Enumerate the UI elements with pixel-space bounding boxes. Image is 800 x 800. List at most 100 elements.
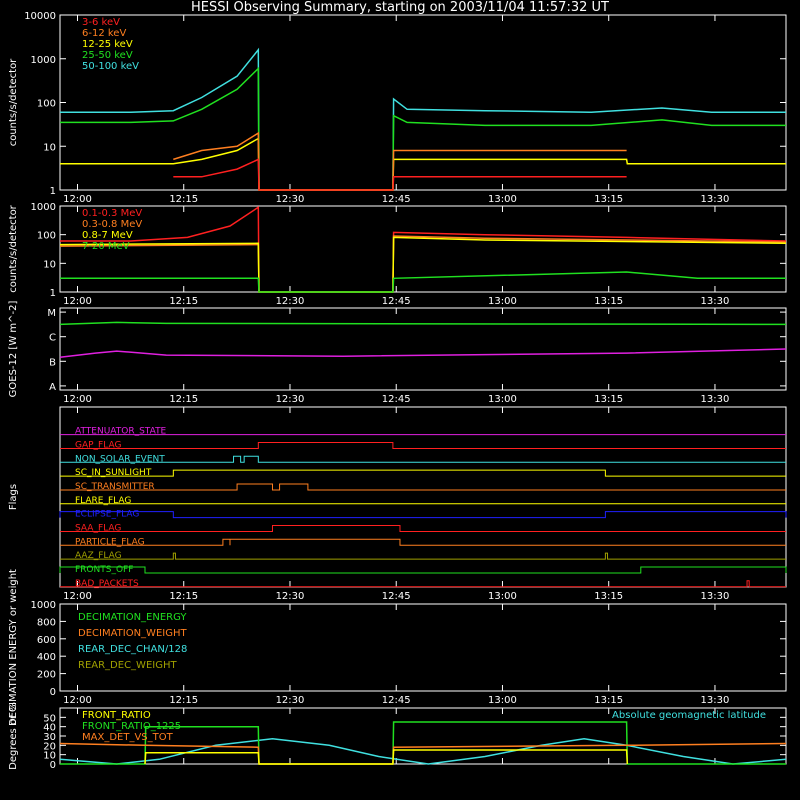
flag-line	[60, 580, 786, 588]
y-tick-label: 100	[37, 231, 56, 242]
legend-entry: 0.8-7 MeV	[82, 230, 133, 241]
x-tick-label: 13:30	[701, 394, 730, 405]
flag-line	[59, 511, 787, 519]
x-tick-label: 12:45	[382, 194, 411, 205]
flag-label: FRONTS_OFF	[75, 565, 133, 575]
series-line	[173, 131, 627, 191]
series-line	[59, 348, 787, 358]
y-tick-label: 10	[43, 751, 56, 762]
y-tick-label: 800	[37, 617, 56, 628]
series-line	[60, 66, 786, 191]
flag-line	[60, 552, 786, 560]
x-tick-label: 13:00	[488, 394, 517, 405]
y-tick-label: C	[49, 333, 56, 344]
y-tick-label: 1000	[31, 55, 56, 66]
y-tick-label: 10	[43, 142, 56, 153]
y-tick-label: 1	[50, 288, 56, 299]
panel-flags: 12:00 12:15 12:30 12:45 13:00 13:15 13:30 Flags…	[8, 406, 787, 602]
y-axis-label: counts/s/detector	[8, 58, 19, 146]
x-tick-label: 12:00	[63, 296, 92, 307]
y-tick-label: 600	[37, 635, 56, 646]
series-line	[59, 738, 787, 765]
y-tick-label: M	[47, 308, 56, 319]
y-tick-label: 30	[43, 732, 56, 743]
y-tick-label: 10000	[24, 11, 56, 22]
series-line	[60, 137, 786, 191]
series-line	[60, 205, 787, 293]
y-tick-label: A	[49, 382, 56, 393]
flag-line	[60, 524, 786, 532]
y-tick-label: 100	[37, 99, 56, 110]
y-axis-label: counts/s/detector	[8, 204, 19, 292]
x-tick-label: 13:30	[701, 296, 730, 307]
flag-label: NON_SOLAR_EVENT	[75, 454, 165, 464]
flag-label: FLARE_FLAG	[75, 496, 131, 506]
x-tick-label: 12:45	[382, 394, 411, 405]
y-tick-label: 0	[50, 760, 56, 771]
panel-goes: A B C M 12:00 12:15 12:30 12:45 13:00 13:15 13:30 G…	[8, 301, 787, 405]
x-tick-label: 13:00	[488, 194, 517, 205]
panel-highE: 1 10 100 1000 12:00 12:15 12:30 12:45 13:00 13:15…	[8, 202, 787, 307]
flag-label: ATTENUATOR_STATE	[75, 427, 167, 437]
x-tick-label: 12:00	[63, 591, 92, 602]
flag-line	[60, 538, 786, 546]
flag-label: BAD_PACKETS	[75, 579, 139, 589]
x-tick-label: 13:00	[488, 591, 517, 602]
x-tick-label: 13:30	[701, 695, 730, 706]
x-tick-label: 12:00	[63, 695, 92, 706]
y-axis-label: Flags	[8, 484, 19, 510]
x-tick-label: 12:15	[169, 194, 198, 205]
legend-entry: 12-25 keV	[82, 39, 133, 50]
legend-entry: 25-50 keV	[82, 50, 133, 61]
x-tick-label: 12:30	[276, 296, 305, 307]
legend-entry: REAR_DEC_CHAN/128	[78, 644, 187, 655]
panel-decim: 0 200 400 600 800 1000 12:00 12:15 12:30 12:45 13:…	[8, 569, 787, 726]
x-tick-label: 13:15	[594, 695, 623, 706]
legend-entry: 50-100 keV	[82, 61, 139, 72]
legend-entry: DECIMATION_ENERGY	[78, 612, 187, 623]
legend-entry: 3-6 keV	[82, 17, 120, 28]
flag-line	[60, 455, 786, 463]
flag-line	[60, 483, 786, 491]
panel-frame	[59, 307, 787, 391]
x-tick-label: 12:15	[169, 394, 198, 405]
x-tick-label: 13:15	[594, 394, 623, 405]
flag-label: ECLIPSE_FLAG	[75, 510, 139, 520]
flag-label: SAA_FLAG	[75, 523, 121, 533]
x-tick-label: 13:15	[594, 296, 623, 307]
legend-entry: 0.3-0.8 MeV	[82, 219, 142, 230]
flag-label: PARTICLE_FLAG	[75, 537, 145, 547]
x-tick-label: 12:30	[276, 695, 305, 706]
x-tick-label: 12:30	[276, 591, 305, 602]
x-tick-label: 12:30	[276, 394, 305, 405]
y-tick-label: 0	[50, 687, 56, 698]
x-tick-label: 13:15	[594, 194, 623, 205]
x-tick-label: 13:15	[594, 591, 623, 602]
x-tick-label: 13:30	[701, 591, 730, 602]
y-tick-label: 1000	[31, 600, 56, 611]
y-axis-label: DECIMATION ENERGY or weight	[8, 569, 19, 726]
y-tick-label: 400	[37, 652, 56, 663]
series-line	[173, 158, 627, 191]
x-tick-label: 12:00	[63, 194, 92, 205]
x-tick-label: 12:45	[382, 296, 411, 307]
x-tick-label: 13:00	[488, 695, 517, 706]
series-line	[60, 47, 786, 191]
x-tick-label: 12:30	[276, 194, 305, 205]
y-axis-label: GOES-12 [W m^-2]	[8, 301, 19, 398]
flag-line	[60, 469, 786, 477]
x-tick-label: 12:15	[169, 591, 198, 602]
legend-entry: DECIMATION_WEIGHT	[78, 628, 187, 639]
flag-label: SC_IN_SUNLIGHT	[75, 468, 152, 478]
flag-label: SC_TRANSMITTER	[75, 482, 155, 492]
panel-frame	[59, 603, 787, 692]
x-tick-label: 12:45	[382, 591, 411, 602]
x-tick-label: 13:00	[488, 296, 517, 307]
legend-entry: FRONT_RATIO_1225	[82, 721, 181, 732]
flag-label: AAZ_FLAG	[75, 551, 122, 561]
legend-entry: 6-12 keV	[82, 28, 126, 39]
flag-label: GAP_FLAG	[75, 440, 121, 450]
chart-title: HESSI Observing Summary, starting on 200…	[191, 0, 609, 15]
